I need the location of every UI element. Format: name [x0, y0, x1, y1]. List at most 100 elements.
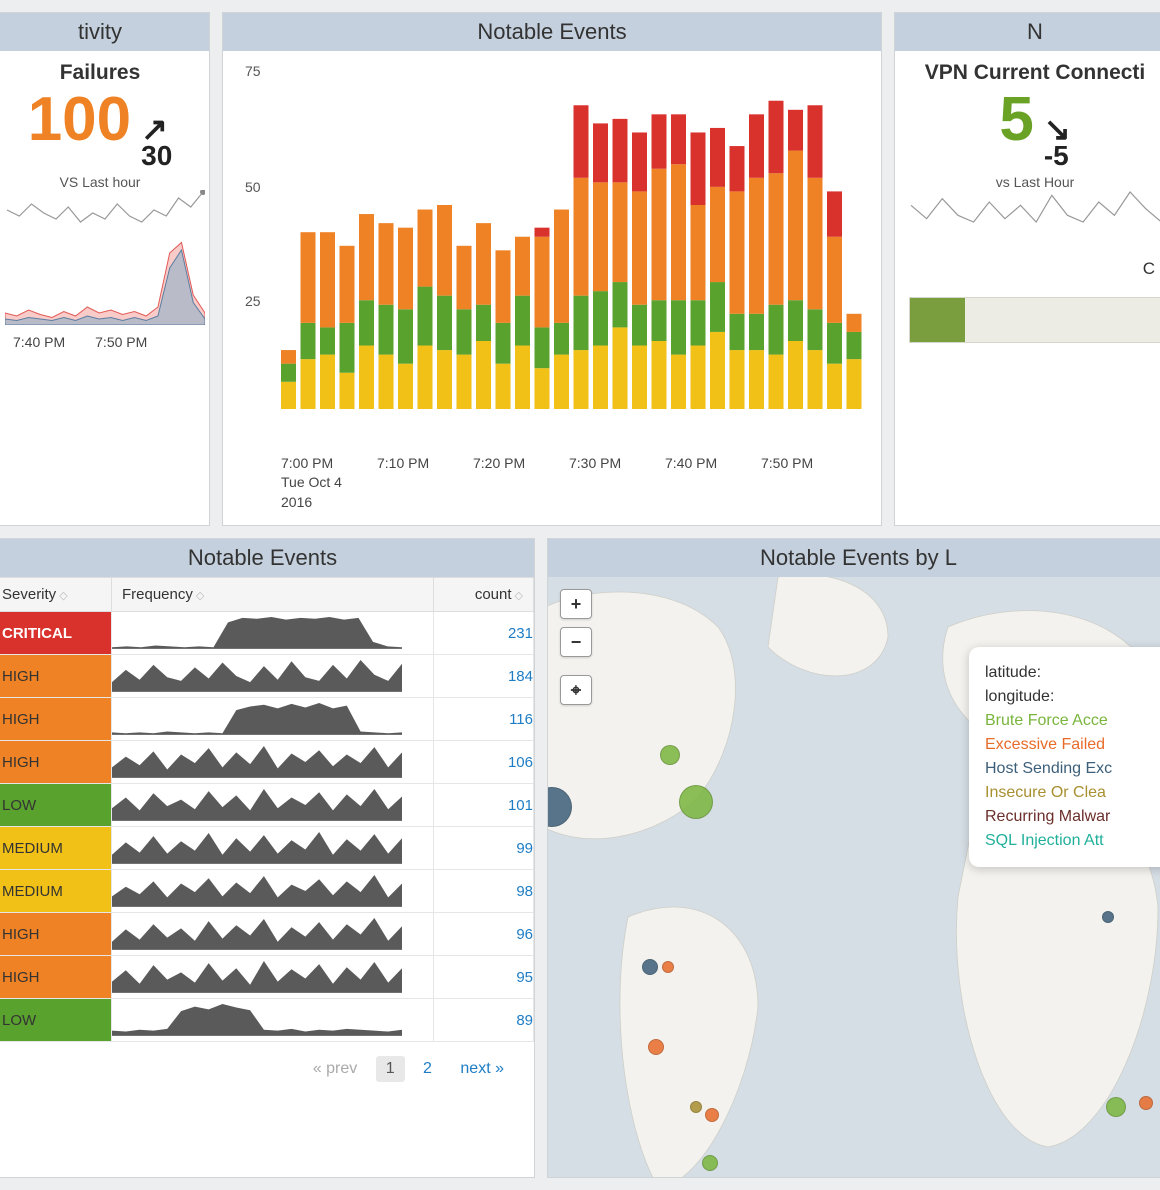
severity-badge: MEDIUM — [0, 827, 111, 869]
table-row[interactable]: HIGH 95 — [0, 956, 534, 999]
pager-page-1[interactable]: 1 — [376, 1056, 405, 1082]
x-label: 7:40 PM — [665, 455, 761, 471]
severity-badge: LOW — [0, 999, 111, 1041]
count-link[interactable]: 184 — [508, 668, 533, 685]
frequency-sparkline — [112, 699, 402, 735]
frequency-sparkline — [112, 656, 402, 692]
arrow-down-icon: ↘ — [1044, 117, 1071, 143]
notable-chart-title: Notable Events — [223, 13, 881, 51]
arrow-up-icon: ↗ — [141, 117, 168, 143]
map-legend: latitude: longitude: Brute Force AcceExc… — [969, 647, 1160, 867]
y-tick-25: 25 — [245, 293, 261, 309]
pager-prev[interactable]: « prev — [303, 1056, 367, 1082]
x-axis-date: Tue Oct 4 — [281, 473, 867, 491]
col-frequency[interactable]: Frequency◇ — [112, 578, 434, 612]
col-severity[interactable]: Severity◇ — [0, 578, 112, 612]
legend-item: SQL Injection Att — [985, 829, 1159, 853]
notable-events-table-panel: Notable Events Severity◇ Frequency◇ coun… — [0, 538, 535, 1178]
severity-badge: HIGH — [0, 956, 111, 998]
events-table-title: Notable Events — [0, 539, 534, 577]
severity-badge: LOW — [0, 784, 111, 826]
frequency-sparkline — [112, 828, 402, 864]
count-link[interactable]: 98 — [516, 883, 533, 900]
legend-lon: longitude: — [985, 685, 1159, 709]
count-link[interactable]: 95 — [516, 969, 533, 986]
vpn-sparkline — [909, 190, 1160, 224]
frequency-sparkline — [112, 613, 402, 649]
activity-title: tivity — [0, 13, 209, 51]
legend-item: Brute Force Acce — [985, 709, 1159, 733]
count-link[interactable]: 101 — [508, 797, 533, 814]
frequency-sparkline — [112, 914, 402, 950]
vpn-kpi-value: 5 — [999, 89, 1033, 151]
severity-badge: HIGH — [0, 741, 111, 783]
pager-next[interactable]: next » — [450, 1056, 514, 1082]
map-locate-button[interactable]: ⌖ — [560, 675, 592, 705]
count-link[interactable]: 89 — [516, 1012, 533, 1029]
table-row[interactable]: HIGH 184 — [0, 655, 534, 698]
failures-value: 100 — [28, 89, 131, 151]
table-row[interactable]: HIGH 96 — [0, 913, 534, 956]
locate-icon: ⌖ — [571, 680, 581, 701]
legend-item: Excessive Failed — [985, 733, 1159, 757]
minus-icon: − — [571, 632, 582, 653]
map-zoom-in-button[interactable]: + — [560, 589, 592, 619]
count-link[interactable]: 99 — [516, 840, 533, 857]
frequency-sparkline — [112, 957, 402, 993]
y-tick-50: 50 — [245, 179, 261, 195]
count-link[interactable]: 231 — [508, 625, 533, 642]
failures-label: Failures — [5, 61, 195, 85]
x-time-2: 7:50 PM — [95, 334, 147, 350]
severity-badge: MEDIUM — [0, 870, 111, 912]
table-row[interactable]: HIGH 106 — [0, 741, 534, 784]
severity-badge: HIGH — [0, 655, 111, 697]
severity-badge: CRITICAL — [0, 612, 111, 654]
col-count[interactable]: count◇ — [434, 578, 534, 612]
x-label: 7:00 PM — [281, 455, 377, 471]
x-label: 7:50 PM — [761, 455, 857, 471]
severity-badge: HIGH — [0, 913, 111, 955]
y-tick-75: 75 — [245, 63, 261, 79]
notable-events-map-panel: Notable Events by L + − ⌖ latitude: long… — [547, 538, 1160, 1178]
severity-badge: HIGH — [0, 698, 111, 740]
map-zoom-out-button[interactable]: − — [560, 627, 592, 657]
x-axis-year: 2016 — [281, 493, 867, 511]
plus-icon: + — [571, 594, 582, 615]
vpn-kpi-label: VPN Current Connecti — [909, 61, 1160, 85]
failures-sparkline — [5, 190, 205, 224]
table-row[interactable]: CRITICAL 231 — [0, 612, 534, 655]
pager-page-2[interactable]: 2 — [413, 1056, 442, 1082]
table-pager: « prev 1 2 next » — [0, 1042, 534, 1082]
legend-item: Recurring Malwar — [985, 805, 1159, 829]
table-row[interactable]: LOW 89 — [0, 999, 534, 1042]
vpn-title: N — [895, 13, 1160, 51]
vpn-progress-label: C — [909, 259, 1160, 279]
x-axis-labels: 7:00 PM7:10 PM7:20 PM7:30 PM7:40 PM7:50 … — [281, 455, 867, 471]
table-row[interactable]: MEDIUM 99 — [0, 827, 534, 870]
legend-item: Insecure Or Clea — [985, 781, 1159, 805]
failures-area-chart — [5, 235, 205, 325]
x-label: 7:10 PM — [377, 455, 473, 471]
vpn-delta: ↘ -5 — [1044, 117, 1071, 168]
table-row[interactable]: LOW 101 — [0, 784, 534, 827]
count-link[interactable]: 106 — [508, 754, 533, 771]
count-link[interactable]: 96 — [516, 926, 533, 943]
table-row[interactable]: MEDIUM 98 — [0, 870, 534, 913]
failures-delta: ↗ 30 — [141, 117, 172, 168]
frequency-sparkline — [112, 871, 402, 907]
frequency-sparkline — [112, 1000, 402, 1036]
map-title: Notable Events by L — [548, 539, 1160, 577]
notable-events-chart-panel: Notable Events 75 50 25 7:00 PM7:10 PM7:… — [222, 12, 882, 526]
notable-stacked-bars: 75 50 25 — [237, 61, 867, 451]
count-link[interactable]: 116 — [509, 711, 533, 728]
events-table: Severity◇ Frequency◇ count◇ CRITICAL 231 H… — [0, 577, 534, 1042]
frequency-sparkline — [112, 785, 402, 821]
x-time-1: 7:40 PM — [13, 334, 65, 350]
x-label: 7:30 PM — [569, 455, 665, 471]
vpn-delta-value: -5 — [1044, 143, 1069, 168]
failures-subtitle: VS Last hour — [5, 174, 195, 190]
table-row[interactable]: HIGH 116 — [0, 698, 534, 741]
vpn-subtitle: vs Last Hour — [909, 174, 1160, 190]
failures-delta-value: 30 — [141, 143, 172, 168]
vpn-panel: N VPN Current Connecti 5 ↘ -5 vs Last Ho… — [894, 12, 1160, 526]
